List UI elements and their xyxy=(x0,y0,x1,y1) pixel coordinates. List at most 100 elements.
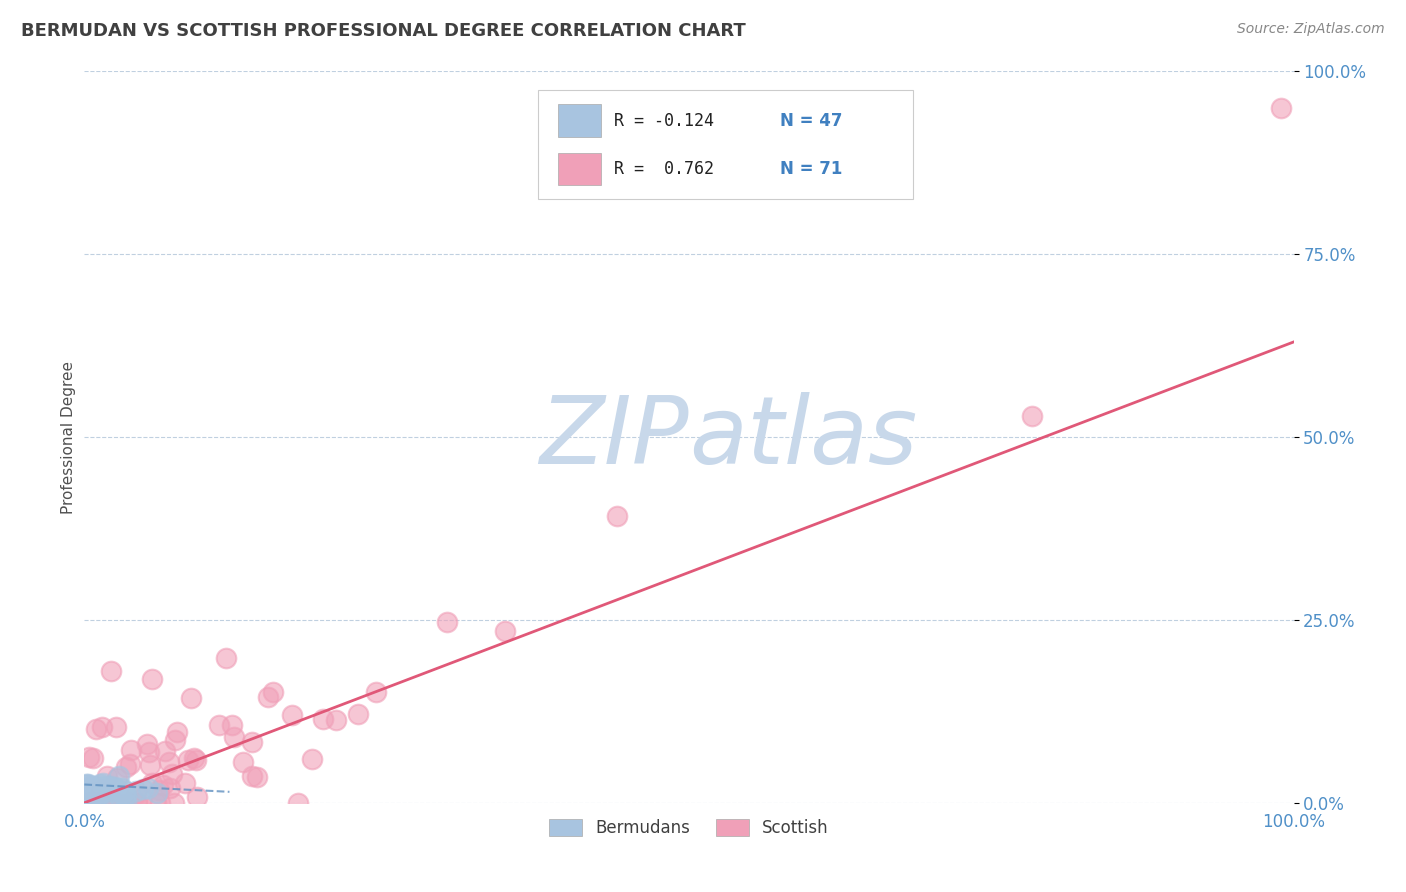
Point xyxy=(165,733,187,747)
Point xyxy=(100,785,122,799)
Point xyxy=(240,734,263,748)
Point xyxy=(166,724,188,739)
Point xyxy=(240,769,263,783)
Point xyxy=(77,777,100,791)
Point xyxy=(77,796,100,810)
Point xyxy=(90,780,112,795)
Point xyxy=(606,509,628,524)
Point xyxy=(79,789,101,804)
Point xyxy=(114,790,136,805)
Point xyxy=(77,789,100,804)
Point xyxy=(177,753,200,767)
Point xyxy=(149,796,172,810)
Text: R = -0.124: R = -0.124 xyxy=(614,112,714,130)
Point xyxy=(173,776,195,790)
Point xyxy=(162,796,184,810)
Point xyxy=(221,718,243,732)
Point xyxy=(89,781,111,796)
Point xyxy=(80,780,103,794)
Point xyxy=(312,712,335,726)
Point xyxy=(114,796,136,810)
Point xyxy=(159,755,181,769)
Point xyxy=(104,781,127,796)
Point xyxy=(138,780,160,795)
Point xyxy=(159,780,181,795)
Text: N = 47: N = 47 xyxy=(780,112,842,130)
Point xyxy=(75,777,97,791)
Point xyxy=(80,786,103,800)
Point xyxy=(301,752,323,766)
Point xyxy=(186,753,208,767)
Bar xyxy=(558,104,600,137)
Point xyxy=(108,783,131,797)
Point xyxy=(101,795,124,809)
Point xyxy=(180,690,202,705)
Point xyxy=(152,778,174,792)
Point xyxy=(97,783,120,797)
Point xyxy=(115,760,138,774)
Point xyxy=(90,786,112,800)
Point xyxy=(90,783,112,797)
Point xyxy=(86,779,108,793)
Point xyxy=(364,685,387,699)
Point xyxy=(82,750,104,764)
Point xyxy=(89,780,111,795)
Point xyxy=(93,779,115,793)
Point xyxy=(87,785,110,799)
Point xyxy=(183,750,205,764)
Point xyxy=(280,707,302,722)
Point xyxy=(79,796,101,810)
Point xyxy=(138,745,160,759)
Bar xyxy=(558,153,600,186)
Point xyxy=(120,742,142,756)
Point xyxy=(257,690,280,705)
Point xyxy=(86,786,108,800)
Text: Source: ZipAtlas.com: Source: ZipAtlas.com xyxy=(1237,22,1385,37)
Point xyxy=(118,757,141,772)
Point xyxy=(207,718,229,732)
Point xyxy=(86,790,108,805)
Point xyxy=(262,685,284,699)
Point xyxy=(141,672,163,686)
Point xyxy=(98,779,121,793)
Point xyxy=(91,780,114,795)
Point xyxy=(325,713,347,727)
Point xyxy=(153,744,176,758)
Text: ZIP: ZIP xyxy=(540,392,689,483)
Point xyxy=(79,796,101,810)
Point xyxy=(77,778,100,792)
Point xyxy=(160,767,183,781)
Point xyxy=(124,783,146,797)
Point xyxy=(90,720,112,734)
Point xyxy=(115,788,138,802)
Point xyxy=(186,790,208,805)
Text: R =  0.762: R = 0.762 xyxy=(614,160,714,178)
Point xyxy=(104,781,127,796)
Point xyxy=(77,787,100,801)
Legend: Bermudans, Scottish: Bermudans, Scottish xyxy=(541,811,837,846)
Point xyxy=(105,791,128,805)
Point xyxy=(82,796,104,810)
Point xyxy=(1021,409,1043,424)
Point xyxy=(139,757,162,772)
Point xyxy=(1270,101,1292,115)
Point xyxy=(100,665,122,679)
Point xyxy=(104,780,127,795)
Point xyxy=(79,780,101,795)
Point xyxy=(125,796,148,810)
Point xyxy=(110,790,132,805)
Point xyxy=(232,755,254,769)
Point xyxy=(118,796,141,810)
Point xyxy=(146,786,169,800)
Point xyxy=(79,789,101,803)
Point xyxy=(79,780,101,794)
Point xyxy=(127,796,149,810)
Point xyxy=(215,651,238,665)
Point xyxy=(222,730,245,744)
Point xyxy=(84,796,107,810)
Point xyxy=(79,780,101,794)
Point xyxy=(145,796,167,810)
Point xyxy=(89,796,111,810)
Point xyxy=(287,796,309,810)
Text: BERMUDAN VS SCOTTISH PROFESSIONAL DEGREE CORRELATION CHART: BERMUDAN VS SCOTTISH PROFESSIONAL DEGREE… xyxy=(21,22,745,40)
